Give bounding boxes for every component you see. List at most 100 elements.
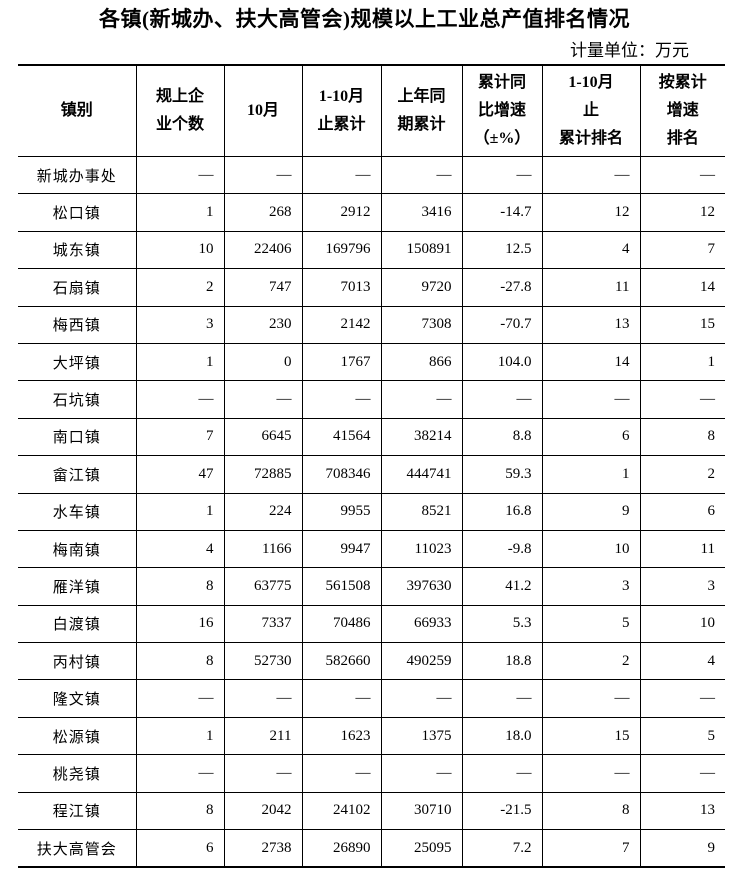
table-row: 南口镇 7 6645 41564 38214 8.8 6 8 [18, 418, 725, 457]
prev-year-value-cell: 25095 [381, 829, 463, 868]
growth-rank-cell: 4 [640, 642, 725, 681]
cumulative-value-cell: — [302, 679, 382, 718]
town-name-cell: 城东镇 [18, 231, 137, 270]
table-row: 程江镇 8 2042 24102 30710 -21.5 8 13 [18, 792, 725, 831]
cumulative-value-cell: 1623 [302, 717, 382, 756]
town-name-cell: 水车镇 [18, 493, 137, 531]
cumulative-rank-cell: — [542, 380, 641, 419]
town-name-cell: 隆文镇 [18, 679, 137, 718]
table-row: 新城办事处 — — — — — — — [18, 156, 725, 195]
town-name-cell: 新城办事处 [18, 156, 137, 195]
cumulative-rank-cell: 2 [542, 642, 641, 681]
unit-note: 计量单位：万元 [570, 41, 689, 60]
growth-rank-cell: 6 [640, 493, 725, 531]
october-value-cell: 268 [224, 193, 303, 232]
enterprise-count-cell: — [136, 754, 225, 793]
town-name-cell: 丙村镇 [18, 642, 137, 681]
october-value-cell: 747 [224, 268, 303, 307]
table-row: 隆文镇 — — — — — — — [18, 679, 725, 718]
cumulative-rank-cell: 3 [542, 567, 641, 606]
october-value-cell: — [224, 380, 303, 419]
prev-year-value-cell: 1375 [381, 717, 463, 756]
cumulative-rank-cell: 1 [542, 455, 641, 494]
cumulative-value-cell: — [302, 754, 382, 793]
cumulative-value-cell: 582660 [302, 642, 382, 681]
header-cumulative-jan-oct: 1-10月 止累计 [302, 65, 382, 157]
prev-year-value-cell: 490259 [381, 642, 463, 681]
yoy-growth-cell: 59.3 [462, 455, 543, 494]
table-row: 松口镇 1 268 2912 3416 -14.7 12 12 [18, 193, 725, 232]
october-value-cell: 63775 [224, 567, 303, 606]
cumulative-value-cell: 7013 [302, 268, 382, 307]
yoy-growth-cell: 12.5 [462, 231, 543, 270]
prev-year-value-cell: 3416 [381, 193, 463, 232]
growth-rank-cell: 15 [640, 306, 725, 344]
enterprise-count-cell: — [136, 380, 225, 419]
yoy-growth-cell: 16.8 [462, 493, 543, 531]
town-name-cell: 扶大高管会 [18, 829, 137, 868]
cumulative-value-cell: 41564 [302, 418, 382, 457]
growth-rank-cell: 2 [640, 455, 725, 494]
cumulative-rank-cell: 12 [542, 193, 641, 232]
enterprise-count-cell: 1 [136, 343, 225, 382]
town-name-cell: 程江镇 [18, 792, 137, 831]
growth-rank-cell: — [640, 754, 725, 793]
yoy-growth-cell: -21.5 [462, 792, 543, 831]
cumulative-rank-cell: 7 [542, 829, 641, 868]
table-row: 石坑镇 — — — — — — — [18, 380, 725, 419]
enterprise-count-cell: 4 [136, 530, 225, 569]
prev-year-value-cell: 11023 [381, 530, 463, 569]
header-enterprise-count: 规上企 业个数 [136, 65, 225, 157]
cumulative-rank-cell: 13 [542, 306, 641, 344]
yoy-growth-cell: -70.7 [462, 306, 543, 344]
prev-year-value-cell: — [381, 380, 463, 419]
enterprise-count-cell: — [136, 679, 225, 718]
october-value-cell: 0 [224, 343, 303, 382]
cumulative-value-cell: 708346 [302, 455, 382, 494]
yoy-growth-cell: 5.3 [462, 605, 543, 644]
october-value-cell: 1166 [224, 530, 303, 569]
header-yoy-growth: 累计同 比增速 （±%） [462, 65, 543, 157]
table-row: 石扇镇 2 747 7013 9720 -27.8 11 14 [18, 268, 725, 307]
town-name-cell: 畲江镇 [18, 455, 137, 494]
town-name-cell: 大坪镇 [18, 343, 137, 382]
cumulative-rank-cell: — [542, 754, 641, 793]
enterprise-count-cell: 10 [136, 231, 225, 270]
october-value-cell: — [224, 754, 303, 793]
town-name-cell: 雁洋镇 [18, 567, 137, 606]
yoy-growth-cell: — [462, 679, 543, 718]
october-value-cell: 230 [224, 306, 303, 344]
october-value-cell: 2738 [224, 829, 303, 868]
october-value-cell: 2042 [224, 792, 303, 831]
cumulative-rank-cell: 11 [542, 268, 641, 307]
october-value-cell: 22406 [224, 231, 303, 270]
growth-rank-cell: 12 [640, 193, 725, 232]
prev-year-value-cell: 397630 [381, 567, 463, 606]
town-name-cell: 松源镇 [18, 717, 137, 756]
cumulative-value-cell: 1767 [302, 343, 382, 382]
cumulative-value-cell: 2142 [302, 306, 382, 344]
enterprise-count-cell: 2 [136, 268, 225, 307]
town-name-cell: 石扇镇 [18, 268, 137, 307]
prev-year-value-cell: 66933 [381, 605, 463, 644]
enterprise-count-cell: 1 [136, 493, 225, 531]
cumulative-value-cell: 561508 [302, 567, 382, 606]
enterprise-count-cell: 1 [136, 193, 225, 232]
growth-rank-cell: — [640, 380, 725, 419]
enterprise-count-cell: 7 [136, 418, 225, 457]
cumulative-value-cell: 26890 [302, 829, 382, 868]
enterprise-count-cell: 8 [136, 792, 225, 831]
cumulative-rank-cell: 5 [542, 605, 641, 644]
growth-rank-cell: — [640, 679, 725, 718]
prev-year-value-cell: — [381, 156, 463, 195]
cumulative-rank-cell: — [542, 156, 641, 195]
growth-rank-cell: 13 [640, 792, 725, 831]
prev-year-value-cell: 150891 [381, 231, 463, 270]
town-name-cell: 南口镇 [18, 418, 137, 457]
growth-rank-cell: 11 [640, 530, 725, 569]
header-prev-year-cumulative: 上年同 期累计 [381, 65, 463, 157]
town-name-cell: 松口镇 [18, 193, 137, 232]
yoy-growth-cell: 18.8 [462, 642, 543, 681]
growth-rank-cell: — [640, 156, 725, 195]
enterprise-count-cell: 6 [136, 829, 225, 868]
